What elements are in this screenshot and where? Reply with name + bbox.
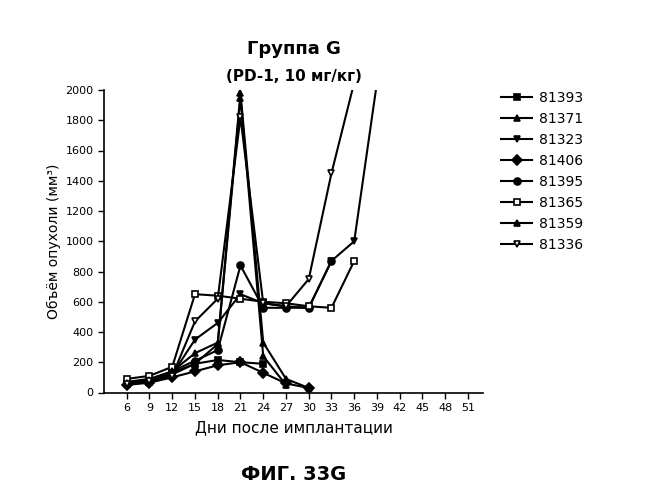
81365 [213, 292, 221, 298]
81393 [259, 361, 267, 367]
81336 [168, 373, 176, 379]
81393 [123, 381, 131, 387]
81365 [305, 304, 313, 310]
81365 [191, 291, 199, 297]
81336 [282, 304, 290, 310]
81395 [305, 305, 313, 311]
81371 [123, 380, 131, 386]
81323 [213, 320, 221, 326]
81323 [327, 258, 336, 264]
81323 [236, 291, 244, 297]
Line: 81395: 81395 [123, 258, 335, 386]
81395 [282, 305, 290, 311]
81323 [146, 376, 154, 382]
81393 [191, 361, 199, 367]
81395 [191, 358, 199, 364]
81336 [213, 296, 221, 302]
81365 [236, 296, 244, 302]
81359 [123, 380, 131, 386]
81365 [168, 364, 176, 370]
81406 [146, 380, 154, 386]
81359 [213, 340, 221, 345]
81406 [236, 359, 244, 365]
81323 [282, 304, 290, 310]
81365 [123, 376, 131, 382]
X-axis label: Дни после имплантации: Дни после имплантации [195, 420, 393, 435]
81336 [305, 276, 313, 282]
81359 [282, 376, 290, 382]
81336 [350, 80, 358, 86]
81323 [123, 380, 131, 386]
81359 [146, 376, 154, 382]
81336 [373, 80, 381, 86]
81365 [259, 298, 267, 304]
81336 [327, 170, 336, 176]
81365 [327, 305, 336, 311]
Text: Группа G: Группа G [247, 40, 340, 58]
81395 [123, 379, 131, 385]
81365 [350, 258, 358, 264]
81371 [213, 341, 221, 347]
81395 [146, 376, 154, 382]
81406 [191, 368, 199, 374]
81395 [236, 262, 244, 268]
81406 [123, 382, 131, 388]
81323 [259, 300, 267, 306]
81395 [213, 347, 221, 353]
81336 [146, 378, 154, 384]
Line: 81393: 81393 [123, 356, 266, 388]
81395 [259, 305, 267, 311]
81393 [213, 357, 221, 363]
81323 [191, 336, 199, 342]
81323 [350, 238, 358, 244]
81395 [327, 258, 336, 264]
81359 [191, 350, 199, 356]
81336 [191, 318, 199, 324]
81336 [396, 80, 404, 86]
81406 [259, 370, 267, 376]
Line: 81371: 81371 [123, 94, 289, 388]
81365 [146, 373, 154, 379]
81393 [168, 372, 176, 378]
81323 [168, 372, 176, 378]
81371 [168, 370, 176, 376]
81371 [259, 353, 267, 359]
Text: ФИГ. 33G: ФИГ. 33G [241, 466, 346, 484]
Line: 81359: 81359 [123, 90, 312, 392]
81393 [236, 359, 244, 365]
81359 [305, 385, 313, 391]
Line: 81365: 81365 [123, 258, 358, 382]
81336 [236, 114, 244, 120]
81323 [373, 80, 381, 86]
81406 [282, 380, 290, 386]
81406 [168, 374, 176, 380]
81371 [282, 382, 290, 388]
81359 [168, 368, 176, 374]
81406 [305, 385, 313, 391]
Line: 81323: 81323 [123, 79, 380, 386]
81406 [213, 362, 221, 368]
Line: 81406: 81406 [123, 359, 312, 392]
81371 [191, 361, 199, 367]
Text: (PD-1, 10 мг/кг): (PD-1, 10 мг/кг) [225, 69, 362, 84]
Legend: 81393, 81371, 81323, 81406, 81395, 81365, 81359, 81336: 81393, 81371, 81323, 81406, 81395, 81365… [501, 91, 583, 252]
81371 [146, 378, 154, 384]
81359 [236, 90, 244, 96]
81393 [146, 379, 154, 385]
81359 [259, 340, 267, 345]
Line: 81336: 81336 [123, 79, 403, 388]
81336 [259, 300, 267, 306]
81371 [236, 94, 244, 100]
Y-axis label: Объём опухоли (мм³): Объём опухоли (мм³) [47, 164, 61, 319]
81395 [168, 368, 176, 374]
81336 [123, 381, 131, 387]
81365 [282, 300, 290, 306]
81323 [305, 305, 313, 311]
